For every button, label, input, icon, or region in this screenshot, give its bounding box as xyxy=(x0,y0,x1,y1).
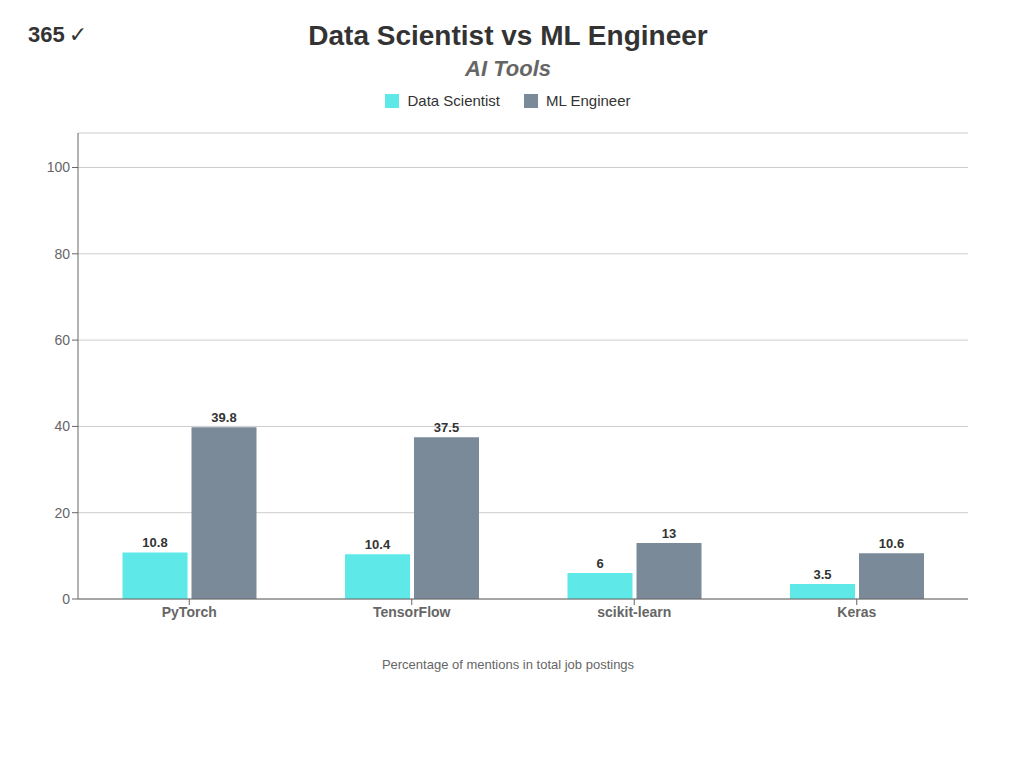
svg-text:PyTorch: PyTorch xyxy=(162,604,217,620)
svg-text:10.6: 10.6 xyxy=(879,536,904,551)
svg-text:TensorFlow: TensorFlow xyxy=(373,604,451,620)
svg-text:100: 100 xyxy=(47,159,71,175)
svg-text:37.5: 37.5 xyxy=(434,420,459,435)
svg-text:60: 60 xyxy=(54,332,70,348)
svg-text:39.8: 39.8 xyxy=(211,410,236,425)
svg-text:20: 20 xyxy=(54,505,70,521)
html-text:Data Scientist vs ML Engineer: Data Scientist vs ML Engineer xyxy=(308,20,708,51)
svg-text:40: 40 xyxy=(54,418,70,434)
html-text:ML Engineer: ML Engineer xyxy=(546,92,631,109)
html-text:365 ✓: 365 ✓ xyxy=(28,22,88,47)
svg-text:scikit-learn: scikit-learn xyxy=(597,604,671,620)
svg-text:13: 13 xyxy=(662,526,676,541)
html-text:AI Tools: AI Tools xyxy=(465,56,551,81)
svg-text:6: 6 xyxy=(596,556,603,571)
svg-text:Keras: Keras xyxy=(837,604,876,620)
svg-text:10.8: 10.8 xyxy=(142,535,167,550)
svg-text:10.4: 10.4 xyxy=(365,537,391,552)
svg-text:0: 0 xyxy=(62,591,70,607)
html-text:Percentage of mentions in tota: Percentage of mentions in total job post… xyxy=(381,657,635,672)
svg-text:80: 80 xyxy=(54,246,70,262)
svg-text:3.5: 3.5 xyxy=(813,567,831,582)
html-text:Data Scientist: Data Scientist xyxy=(407,92,500,109)
